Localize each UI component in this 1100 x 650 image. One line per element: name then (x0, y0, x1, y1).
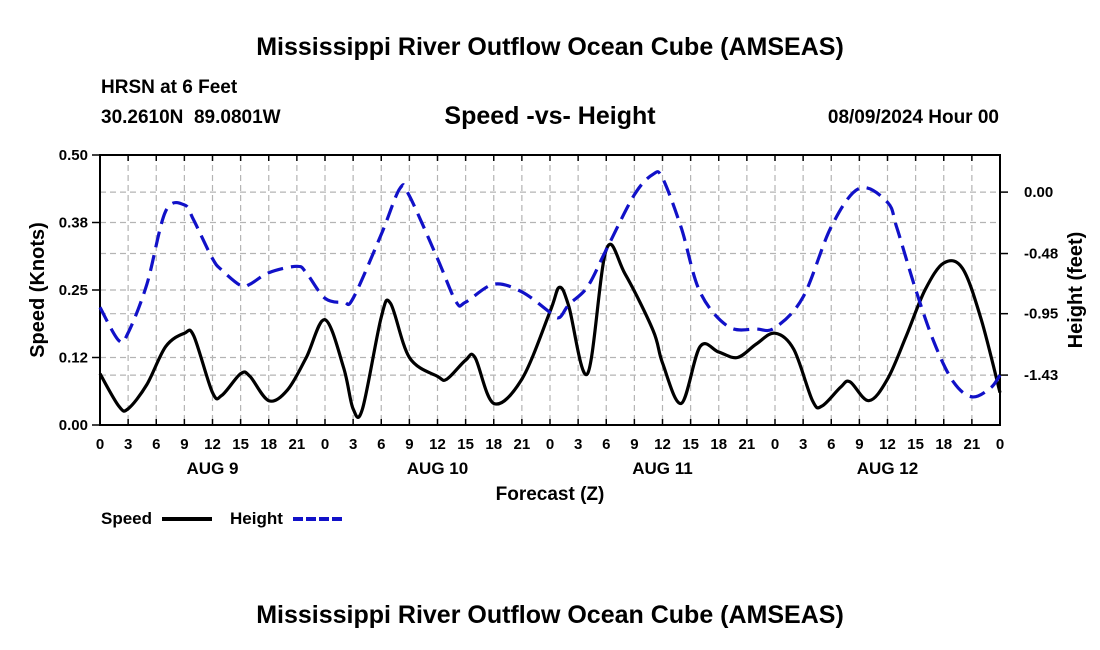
series-line-speed (98, 242, 1002, 419)
legend-speed-label: Speed (101, 509, 153, 528)
y-tick-label: 0.00 (59, 417, 88, 434)
x-axis-title: Forecast (Z) (496, 484, 605, 505)
x-tick-label: 15 (682, 436, 699, 453)
legend-speed-swatch (162, 517, 212, 521)
y-tick-label: 0.12 (59, 350, 88, 367)
y2-tick-label: 0.00 (1024, 184, 1053, 201)
y2-tick-label: -0.95 (1024, 306, 1058, 323)
y-axis-title: Speed (Knots) (27, 222, 49, 358)
x-tick-label: 6 (827, 436, 835, 453)
station-coordinates: 30.2610N 89.0801W (101, 107, 281, 128)
x-tick-label: 12 (429, 436, 446, 453)
legend-height-label: Height (230, 509, 283, 528)
x-tick-label: 21 (739, 436, 756, 453)
legend-height-swatch (293, 517, 343, 521)
x-tick-label: 12 (654, 436, 671, 453)
y-tick-label: 0.25 (59, 282, 88, 299)
x-tick-label: 21 (514, 436, 531, 453)
day-label: AUG 11 (632, 459, 692, 478)
x-tick-label: 9 (855, 436, 863, 453)
x-tick-label: 15 (232, 436, 249, 453)
station-label: HRSN at 6 Feet (101, 77, 238, 98)
x-tick-label: 3 (124, 436, 132, 453)
x-tick-label: 9 (630, 436, 638, 453)
x-tick-label: 0 (771, 436, 779, 453)
forecast-date: 08/09/2024 Hour 00 (827, 107, 999, 128)
x-tick-label: 6 (152, 436, 160, 453)
day-label: AUG 10 (407, 459, 468, 478)
x-tick-label: 21 (289, 436, 306, 453)
y2-tick-label: -1.43 (1024, 367, 1058, 384)
x-tick-label: 6 (377, 436, 385, 453)
x-tick-label: 0 (546, 436, 554, 453)
x-tick-label: 15 (907, 436, 924, 453)
x-tick-label: 18 (935, 436, 952, 453)
y2-tick-label: -0.48 (1024, 246, 1058, 263)
x-tick-label: 18 (485, 436, 502, 453)
page-title: Mississippi River Outflow Ocean Cube (AM… (256, 33, 844, 61)
x-tick-label: 12 (879, 436, 896, 453)
day-label: AUG 12 (857, 459, 918, 478)
y-tick-label: 0.50 (59, 147, 88, 164)
plot-frame (99, 154, 1001, 426)
x-tick-label: 3 (349, 436, 357, 453)
x-tick-label: 3 (574, 436, 582, 453)
chart-title: Speed -vs- Height (444, 102, 656, 130)
x-tick-label: 12 (204, 436, 221, 453)
series-line-height (98, 170, 1002, 399)
x-tick-label: 9 (405, 436, 413, 453)
x-tick-label: 21 (964, 436, 981, 453)
footer-title: Mississippi River Outflow Ocean Cube (AM… (256, 601, 844, 629)
x-tick-label: 18 (260, 436, 277, 453)
x-tick-label: 0 (996, 436, 1004, 453)
x-tick-label: 6 (602, 436, 610, 453)
day-label: AUG 9 (187, 459, 239, 478)
x-tick-label: 3 (799, 436, 807, 453)
x-tick-label: 9 (180, 436, 188, 453)
x-tick-label: 18 (710, 436, 727, 453)
y-tick-label: 0.38 (59, 215, 88, 232)
x-tick-label: 0 (96, 436, 104, 453)
x-tick-label: 0 (321, 436, 329, 453)
y2-axis-title: Height (feet) (1065, 232, 1087, 349)
x-tick-label: 15 (457, 436, 474, 453)
